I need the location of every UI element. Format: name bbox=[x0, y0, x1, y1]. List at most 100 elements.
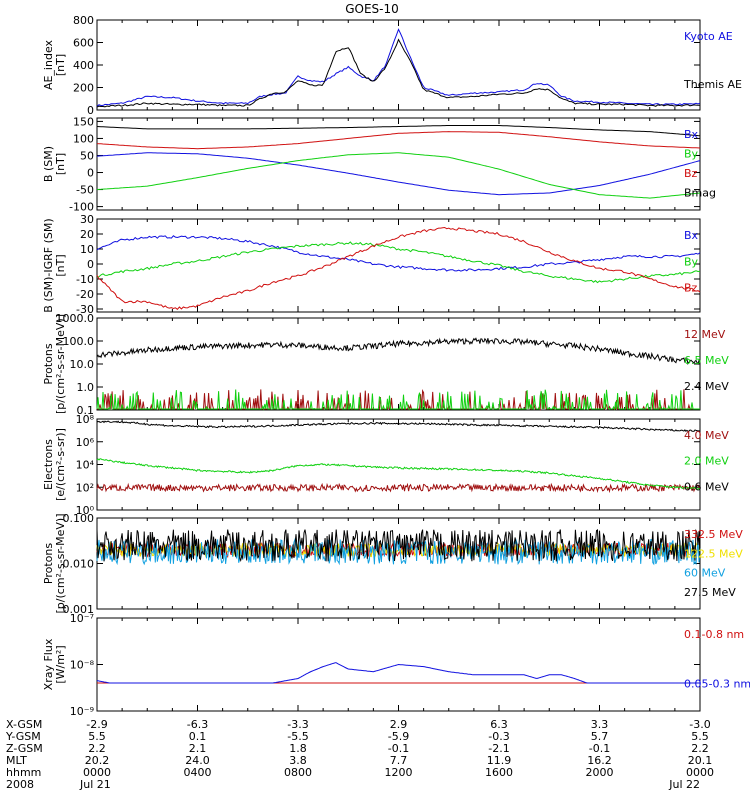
series-line-2-1 bbox=[96, 241, 701, 284]
series-line-6-1 bbox=[96, 662, 700, 684]
series-group bbox=[96, 420, 701, 494]
y-axis-label: [W/m²] bbox=[54, 645, 67, 683]
x-axis-value: 2000 bbox=[586, 766, 614, 779]
x-axis-row-label: Z-GSM bbox=[6, 742, 43, 755]
x-axis-value: 1200 bbox=[385, 766, 413, 779]
x-axis-row-label: Y-GSM bbox=[5, 730, 41, 743]
y-axis-label: Protons bbox=[42, 543, 55, 584]
y-tick-label: 100.0 bbox=[63, 335, 95, 348]
x-axis-value: 5.7 bbox=[591, 730, 609, 743]
x-axis-value: -5.5 bbox=[287, 730, 308, 743]
x-axis-value: 24.0 bbox=[185, 754, 210, 767]
x-axis-value: 1.8 bbox=[289, 742, 307, 755]
series-line-0-1 bbox=[96, 38, 700, 108]
legend-entry: Bmag bbox=[684, 187, 716, 200]
y-axis-label: [e/(cm²-s-sr)] bbox=[54, 428, 67, 501]
legend-entry: 4.0 MeV bbox=[684, 429, 729, 442]
y-axis-label: [nT] bbox=[54, 54, 67, 76]
series-line-1-1 bbox=[96, 152, 701, 199]
series-line-3-2 bbox=[96, 337, 701, 365]
series-line-1-0 bbox=[96, 152, 701, 196]
y-axis-label: AE_index bbox=[42, 39, 55, 90]
y-axis-label: Protons bbox=[42, 343, 55, 384]
x-axis-row-label: 2008 bbox=[6, 778, 34, 791]
y-axis-label: B (SM) bbox=[42, 146, 55, 182]
series-line-4-1 bbox=[96, 458, 701, 490]
x-axis-value: 1600 bbox=[485, 766, 513, 779]
legend-entry: 332.5 MeV bbox=[684, 528, 743, 541]
x-axis-value: -6.3 bbox=[187, 718, 208, 731]
y-tick-label: 800 bbox=[73, 14, 94, 27]
y-tick-label: 1000.0 bbox=[56, 312, 95, 325]
panel-6: 10⁻⁷ 10⁻⁸ 10⁻⁹ Xray Flux [W/m²] 0.1-0.8 nm 0.0… bbox=[42, 612, 750, 718]
plot-title: GOES-10 bbox=[345, 2, 399, 16]
x-axis-value: 2.9 bbox=[390, 718, 408, 731]
y-tick-label: 0.100 bbox=[63, 512, 95, 525]
x-axis-value: 2.2 bbox=[88, 742, 106, 755]
panel-frame bbox=[96, 117, 701, 211]
y-axis-label: B (SM)-IGRF (SM) bbox=[42, 218, 55, 312]
x-axis-value: -0.1 bbox=[589, 742, 610, 755]
x-axis-value: -2.1 bbox=[488, 742, 509, 755]
series-group bbox=[96, 662, 700, 684]
y-tick-label: 0.1 bbox=[77, 404, 95, 417]
series-group bbox=[96, 337, 701, 411]
series-group bbox=[96, 226, 701, 310]
legend-entry: Kyoto AE bbox=[684, 30, 733, 43]
x-axis-value: -3.0 bbox=[689, 718, 710, 731]
panel-4: 10⁸ 10⁶ 10⁴ 10² 10⁰ Electrons [e/(cm²-s-sr)] 4.… bbox=[42, 413, 729, 517]
legend-entry: 27.5 MeV bbox=[684, 586, 736, 599]
y-tick-label: 10² bbox=[76, 481, 94, 494]
series-line-1-3 bbox=[96, 125, 701, 137]
y-axis-label: [p/(cm²-s-sr-MeV)] bbox=[54, 314, 67, 414]
legend-entry: Bx bbox=[684, 229, 699, 242]
y-tick-label: 10⁶ bbox=[76, 436, 95, 449]
panel-0: 800 600 400 200 0 AE_index [nT] Kyoto AE Themis … bbox=[42, 14, 742, 117]
y-tick-label: 10⁻⁹ bbox=[70, 705, 94, 718]
legend-entry: Bx bbox=[684, 128, 699, 141]
series-line-0-0 bbox=[96, 28, 701, 107]
x-axis-value: 3.8 bbox=[289, 754, 307, 767]
legend-entry: Bz bbox=[684, 167, 698, 180]
y-axis-label: Electrons bbox=[42, 439, 55, 490]
y-tick-label: 1.0 bbox=[77, 381, 95, 394]
y-tick-label: 0 bbox=[87, 258, 94, 271]
legend-entry: By bbox=[684, 255, 699, 268]
y-tick-label: 0 bbox=[87, 104, 94, 117]
y-tick-label: 150 bbox=[73, 115, 94, 128]
y-tick-label: 10.0 bbox=[70, 358, 95, 371]
y-tick-label: 10⁸ bbox=[76, 413, 95, 426]
x-axis-value: 5.5 bbox=[691, 730, 709, 743]
legend-entry: 0.6 MeV bbox=[684, 480, 729, 493]
x-axis-value: 0400 bbox=[184, 766, 212, 779]
x-axis-value: 3.3 bbox=[591, 718, 609, 731]
y-tick-label: 0.001 bbox=[63, 603, 95, 616]
y-tick-label: -100 bbox=[69, 201, 94, 214]
series-line-1-2 bbox=[96, 131, 701, 150]
series-line-4-0 bbox=[96, 482, 701, 494]
x-axis-value: 2.1 bbox=[189, 742, 207, 755]
series-line-2-2 bbox=[96, 226, 701, 310]
series-group bbox=[96, 28, 701, 108]
y-tick-label: -50 bbox=[76, 184, 94, 197]
series-group bbox=[96, 125, 701, 199]
panel-5: 0.100 0.010 0.001 Protons [p/(cm²-s-sr-MeV)]… bbox=[42, 512, 743, 616]
y-tick-label: 10⁻⁸ bbox=[70, 659, 95, 672]
legend-entry: By bbox=[684, 148, 699, 161]
x-axis-value: 2.2 bbox=[691, 742, 709, 755]
x-axis-value: Jul 22 bbox=[668, 778, 700, 791]
x-axis-value: 6.3 bbox=[490, 718, 508, 731]
y-tick-label: 600 bbox=[73, 37, 94, 50]
x-axis-value: -2.9 bbox=[86, 718, 107, 731]
legend-entry: 2.0 MeV bbox=[684, 455, 729, 468]
legend-entry: 122.5 MeV bbox=[684, 547, 743, 560]
y-tick-label: 400 bbox=[73, 59, 94, 72]
y-tick-label: 50 bbox=[80, 149, 94, 162]
x-axis-value: -0.3 bbox=[488, 730, 509, 743]
x-axis-value: 5.5 bbox=[88, 730, 106, 743]
x-axis-row-label: hhmm bbox=[6, 766, 41, 779]
x-axis-value: 20.2 bbox=[85, 754, 110, 767]
legend-entry: 6.5 MeV bbox=[684, 354, 729, 367]
series-line-3-1 bbox=[96, 389, 700, 411]
